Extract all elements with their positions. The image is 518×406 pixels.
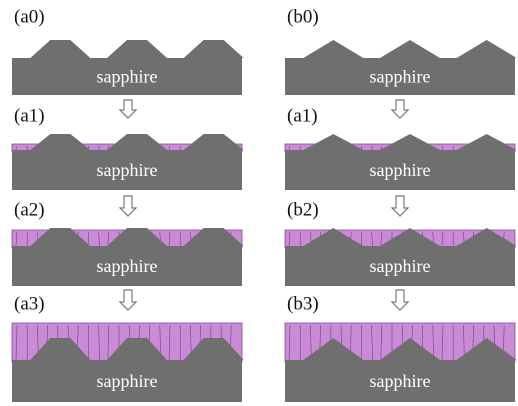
arrow — [120, 290, 136, 310]
substrate-label: sapphire — [370, 67, 431, 87]
arrow — [120, 196, 136, 216]
arrow — [392, 290, 408, 310]
panel-label: (a1) — [14, 105, 45, 126]
substrate-label: sapphire — [370, 160, 431, 180]
sapphire-substrate — [12, 338, 244, 402]
panel-label: (b2) — [287, 199, 319, 220]
substrate-label: sapphire — [97, 256, 158, 276]
substrate-label: sapphire — [370, 371, 431, 391]
panel-label: (a1) — [287, 105, 318, 126]
panel-label: (a0) — [14, 6, 45, 27]
arrow — [392, 100, 408, 118]
diagram: (a0) sapphire (b0) sapphire (a1) sapphire (a1)… — [0, 0, 518, 406]
substrate-label: sapphire — [97, 160, 158, 180]
substrate-label: sapphire — [370, 256, 431, 276]
arrow — [392, 196, 408, 216]
panel-label: (b3) — [287, 293, 319, 314]
substrate-label: sapphire — [97, 371, 158, 391]
panel-label: (b0) — [287, 6, 319, 27]
panel-label: (a3) — [14, 293, 45, 314]
arrow — [120, 100, 136, 118]
substrate-label: sapphire — [97, 67, 158, 87]
panel-label: (a2) — [14, 199, 45, 220]
